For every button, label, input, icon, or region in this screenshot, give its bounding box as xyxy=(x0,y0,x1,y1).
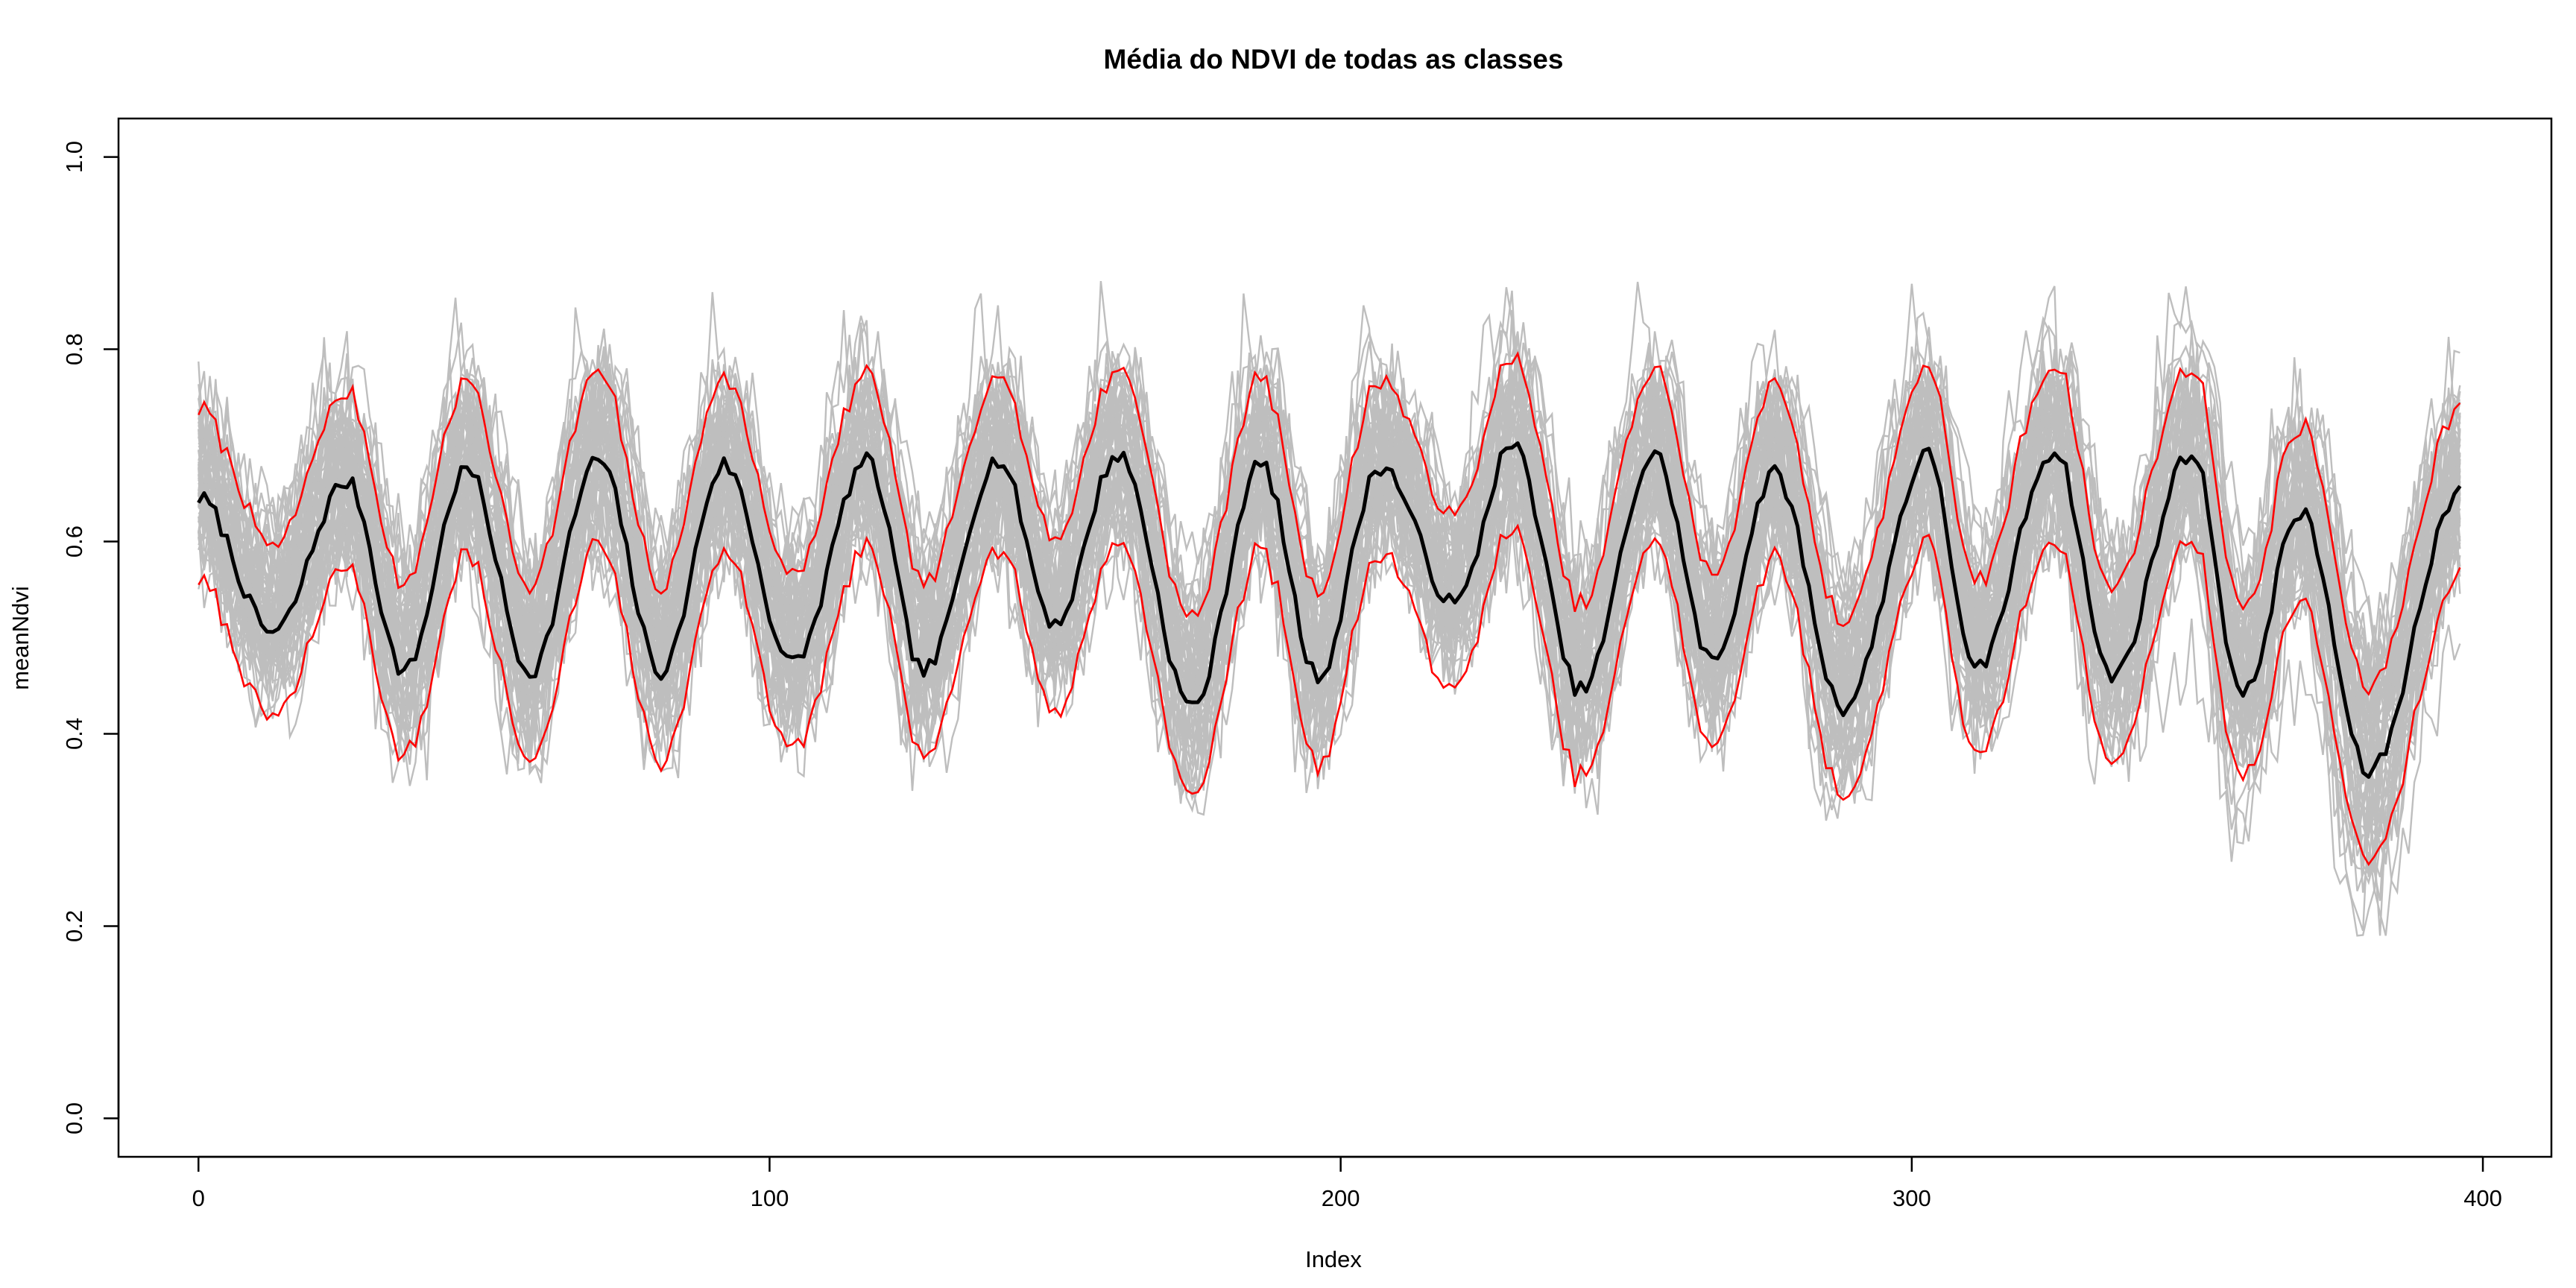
individual-series-line xyxy=(198,342,2461,686)
x-tick-label: 100 xyxy=(751,1185,789,1211)
x-tick-label: 300 xyxy=(1892,1185,1931,1211)
lower-sd-line xyxy=(198,523,2461,866)
upper-sd-line xyxy=(198,350,2461,696)
y-tick-label: 1.0 xyxy=(61,141,87,173)
x-tick-label: 400 xyxy=(2463,1185,2502,1211)
x-tick-label: 0 xyxy=(192,1185,205,1211)
individual-series-line xyxy=(198,426,2461,845)
mean-series-line xyxy=(197,441,2462,779)
x-axis-label: Index xyxy=(1305,1246,1362,1272)
y-tick-label: 0.0 xyxy=(61,1102,87,1134)
mean-series-group xyxy=(197,441,2462,779)
sd-band-group xyxy=(198,350,2461,866)
y-tick-label: 0.6 xyxy=(61,525,87,558)
y-tick-label: 0.4 xyxy=(61,718,87,750)
y-axis: 0.0 0.2 0.4 0.6 0.8 1.0 xyxy=(61,141,120,1134)
y-tick-label: 0.8 xyxy=(61,333,87,365)
y-tick-label: 0.2 xyxy=(61,910,87,942)
individual-series-line xyxy=(198,434,2461,842)
y-axis-label: meanNdvi xyxy=(7,586,34,690)
x-axis: 0 100 200 300 400 xyxy=(192,1155,2502,1211)
individual-series-line xyxy=(198,413,2461,768)
chart-title: Média do NDVI de todas as classes xyxy=(1104,44,1564,75)
x-tick-label: 200 xyxy=(1322,1185,1360,1211)
individual-series-group xyxy=(198,280,2461,937)
individual-series-line xyxy=(198,462,2461,775)
